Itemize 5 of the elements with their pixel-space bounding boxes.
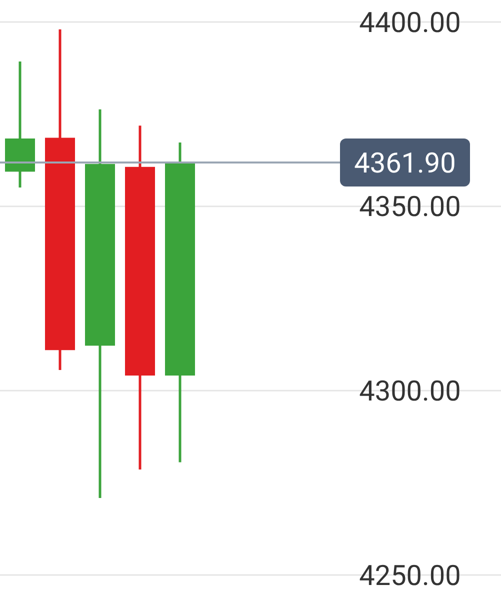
- y-tick-label: 4350.00: [359, 190, 461, 224]
- y-tick-label: 4300.00: [359, 374, 461, 408]
- ref-line-label: 4361.90: [354, 146, 456, 180]
- y-tick-label: 4250.00: [359, 558, 461, 592]
- y-tick-label: 4400.00: [359, 6, 461, 39]
